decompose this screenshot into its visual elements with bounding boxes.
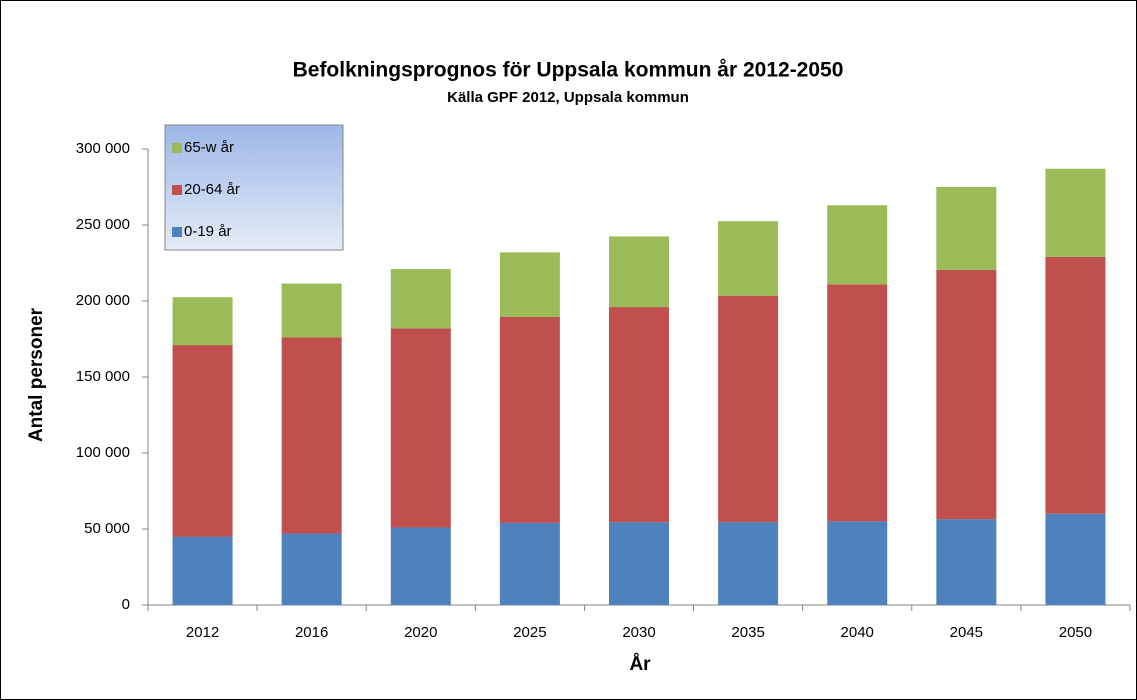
y-tick-label: 150 000	[76, 368, 130, 385]
bar-segment	[1045, 168, 1106, 257]
bar-segment	[827, 284, 888, 522]
legend-swatch	[172, 143, 182, 153]
chart-title: Befolkningsprognos för Uppsala kommun år…	[293, 59, 844, 82]
bar-segment	[1045, 256, 1106, 514]
chart-subtitle: Källa GPF 2012, Uppsala kommun	[447, 89, 689, 106]
bar-segment	[172, 297, 233, 346]
bar-segment	[499, 522, 560, 605]
y-tick-label: 0	[122, 596, 130, 613]
bar-segment	[936, 187, 997, 270]
bar-segment	[718, 295, 779, 523]
bar-segment	[827, 521, 888, 605]
x-tick-label: 2035	[731, 624, 764, 641]
bar-segment	[609, 307, 669, 523]
y-tick-label: 100 000	[76, 444, 130, 461]
legend-swatch	[172, 185, 182, 195]
bar-segment	[390, 269, 451, 329]
bar-segment	[936, 269, 997, 520]
legend-label: 0-19 år	[184, 223, 232, 240]
bar-segment	[390, 527, 451, 605]
y-tick-label: 50 000	[84, 520, 130, 537]
x-tick-label: 2045	[950, 624, 983, 641]
y-tick-label: 200 000	[76, 292, 130, 309]
legend-swatch	[172, 227, 182, 237]
bar-segment	[718, 522, 779, 605]
y-axis-label: Antal personer	[26, 307, 47, 442]
bar-segment	[609, 522, 669, 605]
bar-segment	[499, 252, 560, 317]
bar-segment	[281, 283, 342, 338]
legend-label: 65-w år	[184, 139, 234, 156]
x-tick-label: 2030	[622, 624, 655, 641]
legend-label: 20-64 år	[184, 181, 240, 198]
bar-segment	[1045, 513, 1106, 605]
x-tick-label: 2016	[295, 624, 328, 641]
bar-segment	[390, 328, 451, 528]
bar-segment	[281, 533, 342, 605]
y-tick-label: 300 000	[76, 140, 130, 157]
bar-segment	[718, 221, 779, 296]
bar-segment	[172, 345, 233, 537]
x-tick-label: 2012	[186, 624, 219, 641]
bar-segment	[499, 316, 560, 523]
bar-segment	[172, 536, 233, 605]
bar-segment	[827, 205, 888, 285]
bar-segment	[281, 337, 342, 534]
bar-segment	[609, 236, 669, 308]
x-tick-label: 2040	[841, 624, 874, 641]
y-tick-label: 250 000	[76, 216, 130, 233]
legend-box	[164, 124, 344, 251]
x-tick-label: 2025	[513, 624, 546, 641]
bar-segment	[936, 519, 997, 605]
x-tick-label: 2050	[1059, 624, 1092, 641]
x-tick-label: 2020	[404, 624, 437, 641]
x-axis-label: År	[629, 654, 651, 675]
